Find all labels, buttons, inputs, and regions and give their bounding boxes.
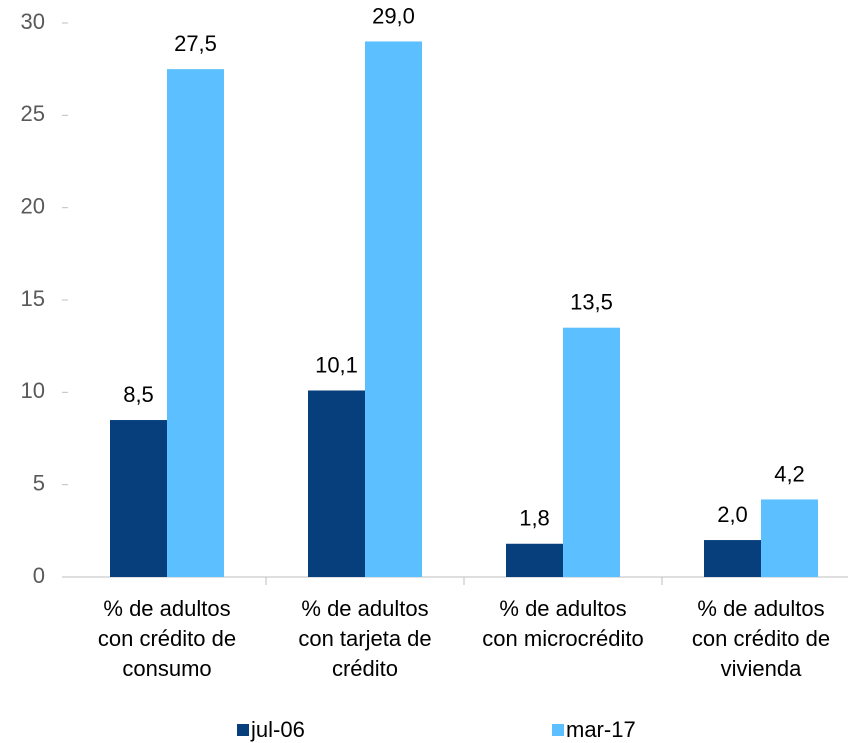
bar <box>563 327 620 577</box>
x-tick-label: crédito <box>332 656 398 681</box>
x-tick-label: % de adultos <box>301 596 428 621</box>
data-label: 29,0 <box>372 3 415 28</box>
data-label: 8,5 <box>123 382 154 407</box>
bar <box>308 390 365 577</box>
legend-swatch <box>237 724 249 736</box>
y-tick-label: 15 <box>21 286 45 311</box>
y-tick-label: 0 <box>33 563 45 588</box>
x-tick-label: % de adultos <box>697 596 824 621</box>
data-label: 10,1 <box>315 352 358 377</box>
x-tick-label: % de adultos <box>103 596 230 621</box>
data-label: 1,8 <box>519 506 550 531</box>
legend-label: mar-17 <box>566 717 636 742</box>
y-tick-label: 25 <box>21 101 45 126</box>
x-tick-label: con microcrédito <box>482 626 643 651</box>
y-tick-label: 20 <box>21 193 45 218</box>
data-label: 13,5 <box>570 290 613 315</box>
bar <box>167 69 224 578</box>
y-tick-label: 10 <box>21 378 45 403</box>
y-tick-label: 30 <box>21 9 45 34</box>
x-tick-label: % de adultos <box>499 596 626 621</box>
data-label: 2,0 <box>717 502 748 527</box>
x-tick-label: vivienda <box>721 656 802 681</box>
x-tick-label: consumo <box>122 656 211 681</box>
bar <box>761 499 818 577</box>
bar <box>110 420 167 577</box>
x-tick-label: con crédito de <box>98 626 236 651</box>
legend-label: jul-06 <box>250 717 305 742</box>
legend-swatch <box>552 724 564 736</box>
x-tick-label: con tarjeta de <box>298 626 431 651</box>
bar <box>704 540 761 577</box>
x-tick-label: con crédito de <box>692 626 830 651</box>
data-label: 27,5 <box>174 31 217 56</box>
data-label: 4,2 <box>774 461 805 486</box>
y-tick-label: 5 <box>33 470 45 495</box>
bar <box>506 543 563 577</box>
bar <box>365 41 422 577</box>
